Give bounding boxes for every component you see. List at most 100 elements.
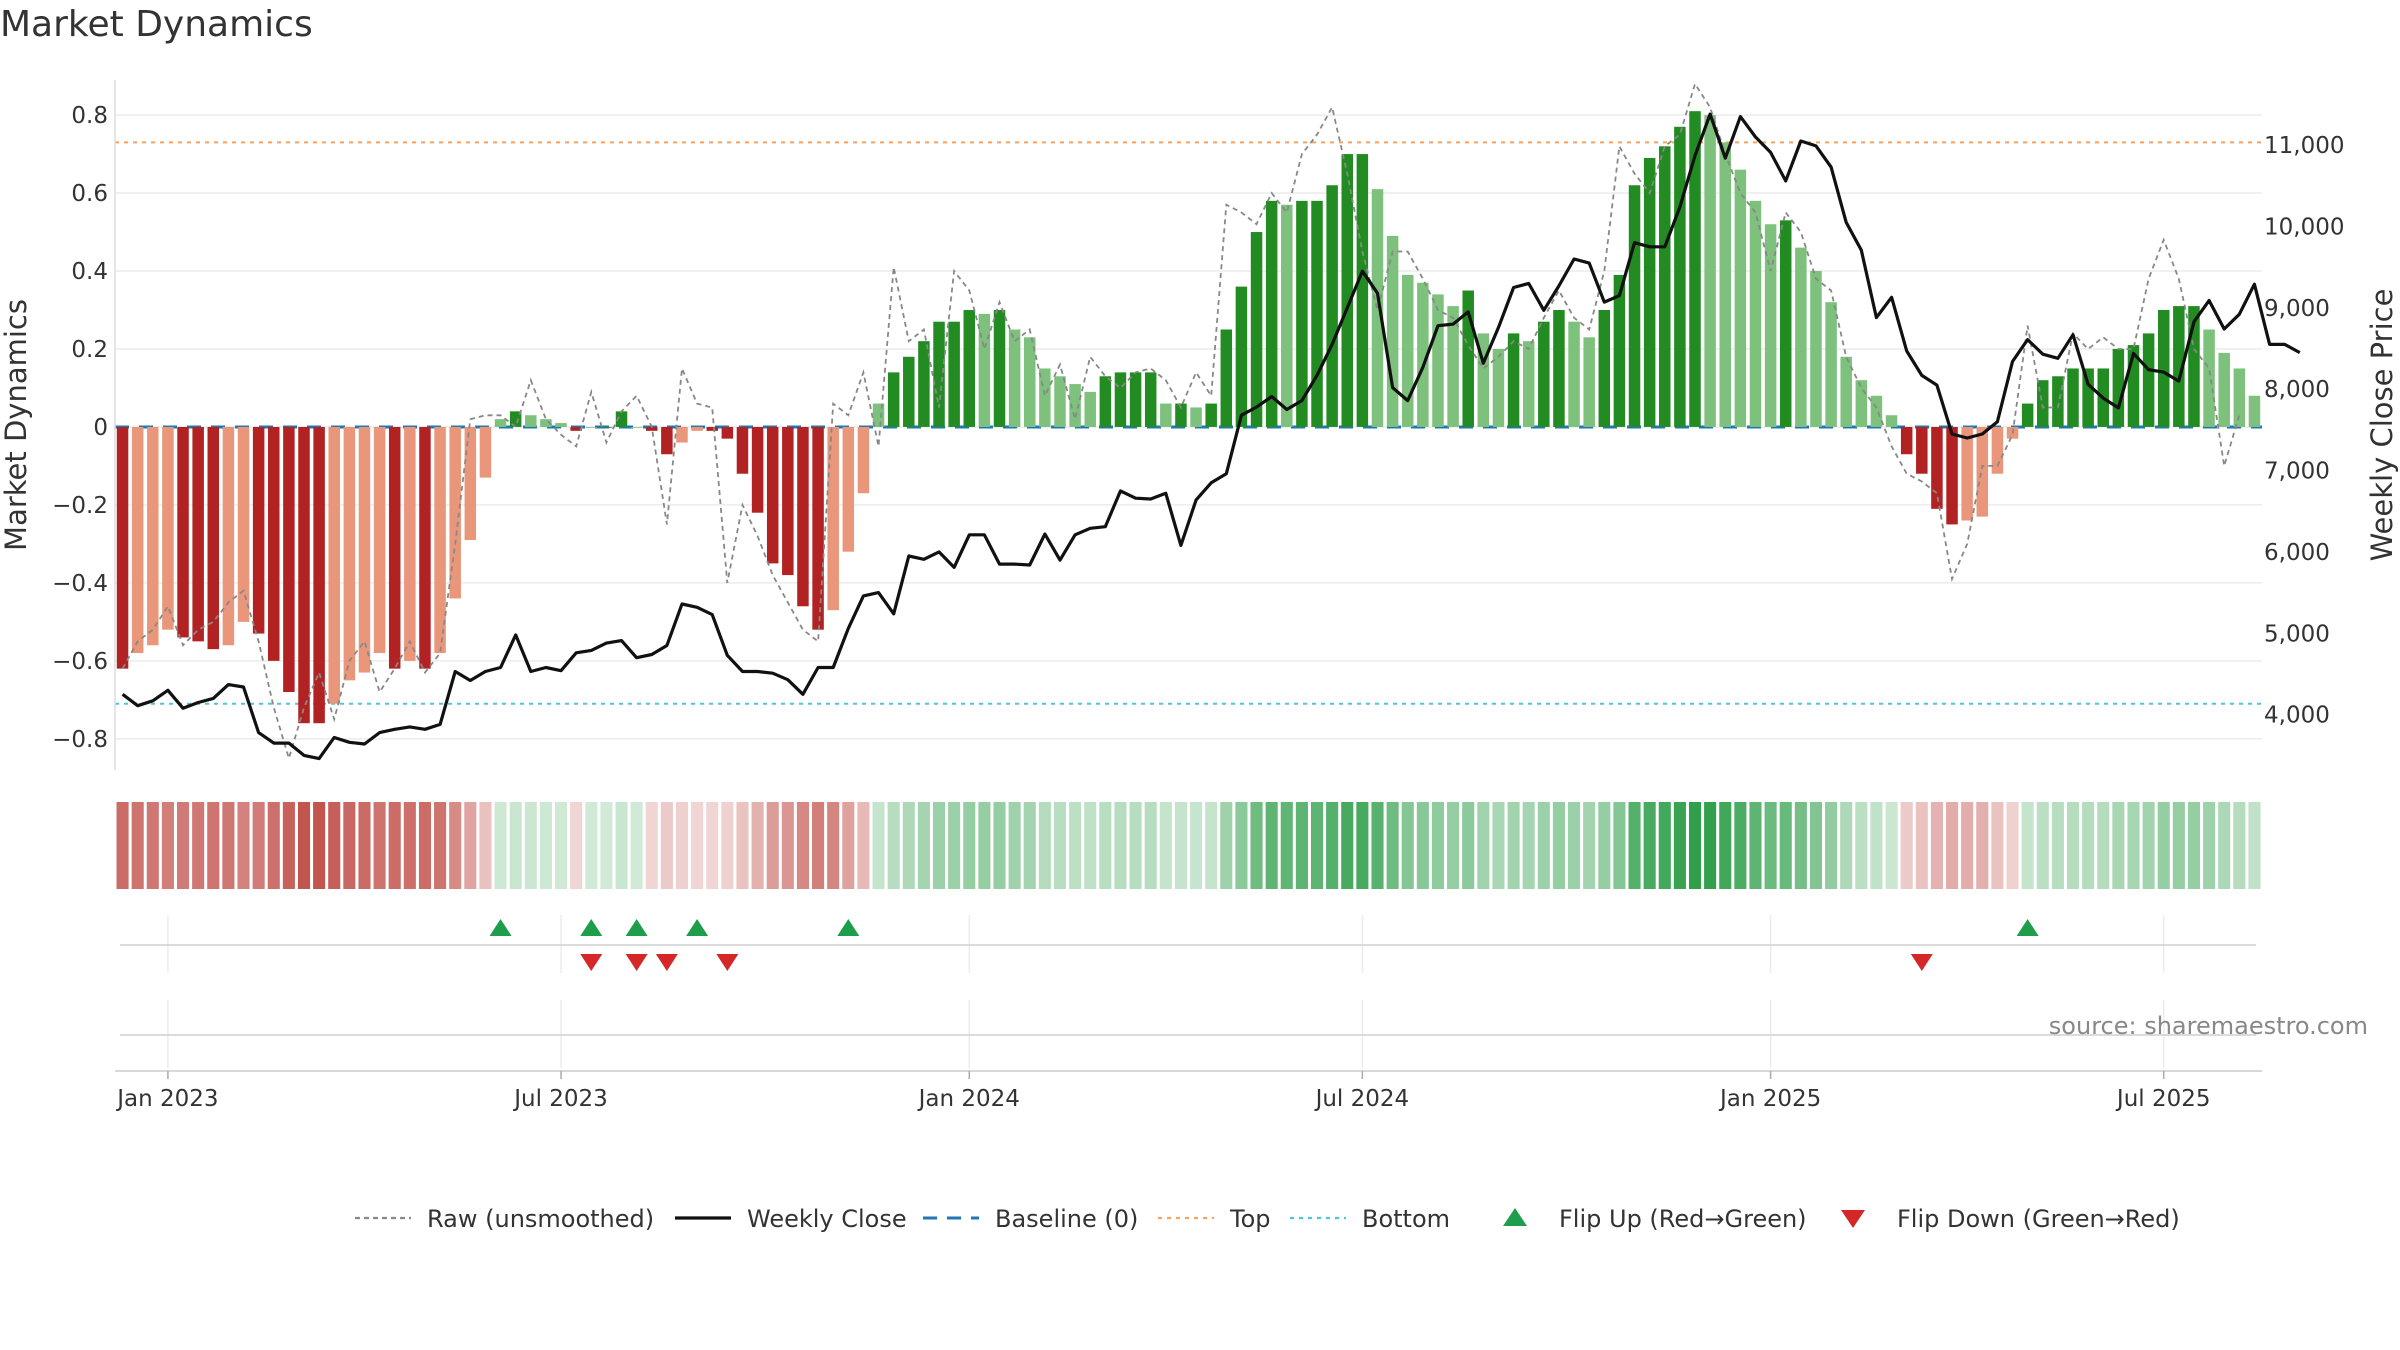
regime-cell <box>1915 802 1928 889</box>
bar <box>1674 126 1686 427</box>
bar <box>1447 306 1459 427</box>
bar <box>1900 426 1913 455</box>
regime-cell <box>660 802 673 889</box>
legend-label: Raw (unsmoothed) <box>427 1205 654 1233</box>
raw-series-line <box>121 81 2241 762</box>
bar <box>373 426 386 654</box>
regime-cell <box>1537 802 1550 889</box>
bar <box>2082 368 2094 427</box>
bar <box>525 415 537 427</box>
bar <box>2218 352 2230 427</box>
bar <box>328 426 340 704</box>
bar <box>872 403 885 427</box>
bar <box>1659 146 1671 427</box>
regime-cell <box>373 802 386 889</box>
regime-cell <box>1341 802 1354 889</box>
regime-cell <box>1099 802 1112 889</box>
bar <box>827 426 839 611</box>
bar <box>1250 232 1263 427</box>
source-note: source: sharemaestro.com <box>2049 1012 2368 1040</box>
regime-cell <box>781 802 794 889</box>
bar <box>918 341 930 427</box>
regime-cell <box>691 802 704 889</box>
bar <box>464 426 477 540</box>
regime-cell <box>554 802 568 889</box>
regime-cell <box>645 802 658 889</box>
regime-cell <box>161 802 174 889</box>
regime-cell <box>1658 802 1671 889</box>
bar <box>1084 391 1096 427</box>
regime-cell <box>2036 802 2049 889</box>
y-tick-left-label: −0.4 <box>52 571 108 597</box>
x-tick-label: Jan 2025 <box>1718 1086 1821 1112</box>
regime-cell <box>449 802 462 889</box>
bar <box>1054 376 1066 427</box>
regime-cell <box>2112 802 2125 889</box>
bar <box>252 426 265 634</box>
bar <box>751 426 764 513</box>
regime-cell <box>2127 802 2140 889</box>
regime-cell <box>1552 802 1565 889</box>
regime-cell <box>2097 802 2110 889</box>
bar <box>676 426 688 443</box>
bar <box>222 426 235 646</box>
bar <box>1356 154 1369 427</box>
bar <box>1870 395 1883 427</box>
regime-cell <box>1431 802 1445 889</box>
x-tick-label: Jan 2024 <box>917 1086 1020 1112</box>
regime-cell <box>267 802 280 889</box>
regime-cell <box>1492 802 1505 889</box>
regime-cell <box>1295 802 1308 889</box>
bar <box>479 426 492 478</box>
regime-cell <box>388 802 401 889</box>
empty-panel <box>120 1000 2256 1068</box>
regime-cell <box>948 802 961 889</box>
legend-item: Raw (unsmoothed) <box>355 1205 654 1233</box>
regime-cell <box>812 802 825 889</box>
regime-cell <box>479 802 492 889</box>
bar <box>615 411 628 427</box>
regime-cell <box>1885 802 1898 889</box>
regime-cell <box>1038 802 1051 889</box>
regime-cell <box>1991 802 2004 889</box>
bar <box>1160 403 1172 427</box>
x-tick-label: Jul 2025 <box>2115 1086 2211 1112</box>
regime-cell <box>1280 802 1293 889</box>
bar <box>313 426 325 724</box>
bar <box>1689 111 1701 427</box>
regime-cell <box>1613 802 1626 889</box>
bar <box>1220 329 1233 427</box>
regime-cell <box>2172 802 2185 889</box>
bar <box>268 426 280 661</box>
regime-cell <box>1734 802 1747 889</box>
regime-cell <box>796 802 809 889</box>
regime-cell <box>2157 802 2170 889</box>
flip-down-marker <box>1910 954 1933 971</box>
bar <box>1386 235 1399 427</box>
regime-cell <box>706 802 719 889</box>
regime-cell <box>872 802 885 889</box>
bar <box>404 426 416 661</box>
regime-cell <box>585 802 598 889</box>
regime-cell <box>993 802 1006 889</box>
regime-cell <box>1840 802 1853 889</box>
regime-cell <box>2006 802 2019 889</box>
regime-cell <box>539 802 552 889</box>
y-tick-left-label: 0.8 <box>71 103 108 129</box>
regime-cell <box>524 802 537 889</box>
regime-cell <box>222 802 235 889</box>
regime-cell <box>736 802 749 889</box>
regime-cell <box>237 802 250 889</box>
bar <box>1643 157 1656 427</box>
regime-cell <box>1129 802 1142 889</box>
bar <box>736 426 749 474</box>
bar <box>449 426 461 599</box>
flip-up-marker <box>2016 919 2039 936</box>
bar <box>1916 426 1928 474</box>
bar <box>1281 204 1293 427</box>
bar <box>1023 337 1036 427</box>
bar <box>1175 403 1187 427</box>
regime-cell <box>1628 802 1641 889</box>
regime-cell <box>1825 802 1838 889</box>
bar <box>237 426 250 622</box>
